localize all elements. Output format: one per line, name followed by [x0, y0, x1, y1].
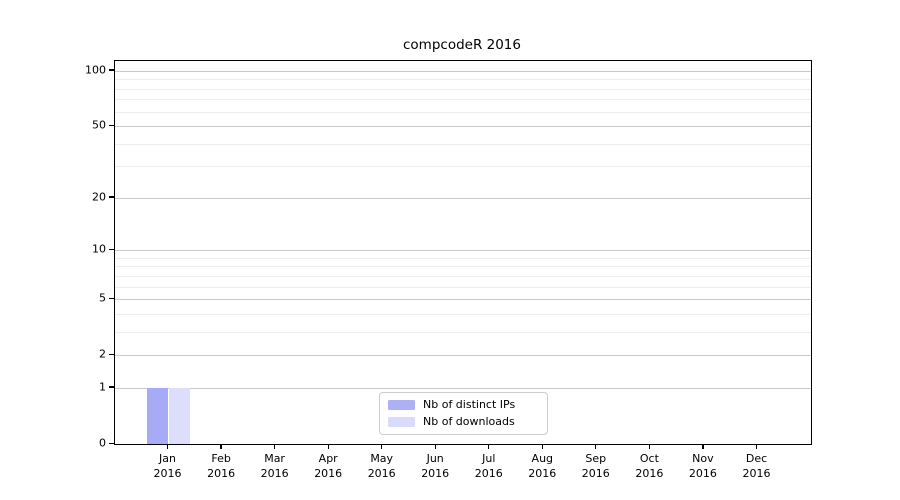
x-tick-label: Aug 2016 — [528, 452, 557, 480]
x-tick-label: Apr 2016 — [314, 452, 343, 480]
gridline-minor — [115, 257, 811, 259]
x-tick-label: Mar 2016 — [260, 452, 289, 480]
y-tick-label: 20 — [92, 190, 106, 204]
x-tick-label: Oct 2016 — [635, 452, 664, 480]
y-tick-mark — [109, 69, 114, 71]
y-tick-mark — [109, 248, 114, 250]
bar-layer — [115, 61, 811, 444]
y-tick-label: 10 — [92, 242, 106, 256]
bar-distinct-ips-jan — [147, 387, 169, 444]
gridline-minor — [115, 286, 811, 288]
x-tick-label: Jul 2016 — [474, 452, 503, 480]
x-tick-mark — [755, 444, 758, 449]
legend-label-downloads: Nb of downloads — [423, 415, 515, 428]
gridline-major — [115, 387, 811, 389]
legend-swatch-distinct-ips — [388, 399, 415, 410]
x-tick-mark — [702, 444, 704, 449]
x-tick-mark — [220, 444, 222, 449]
gridline-minor — [115, 111, 811, 113]
x-tick-mark — [595, 444, 597, 449]
y-tick-label: 0 — [99, 436, 106, 450]
legend: Nb of distinct IPs Nb of downloads — [379, 392, 548, 435]
y-tick-label: 2 — [99, 347, 106, 361]
gridline-minor — [115, 313, 811, 315]
chart-title: compcodeR 2016 — [403, 37, 521, 53]
gridline-major — [115, 197, 811, 199]
gridline-minor — [115, 275, 811, 277]
x-tick-label: Sep 2016 — [581, 452, 610, 480]
y-tick-label: 1 — [99, 380, 106, 394]
x-tick-mark — [381, 444, 383, 449]
y-tick-mark — [109, 442, 114, 444]
x-tick-mark — [327, 444, 329, 449]
plot-area: Nb of distinct IPs Nb of downloads — [114, 60, 812, 445]
x-tick-label: Feb 2016 — [207, 452, 236, 480]
x-tick-mark — [541, 444, 543, 449]
y-tick-mark — [109, 196, 114, 198]
x-tick-mark — [434, 444, 436, 449]
legend-item-distinct-ips: Nb of distinct IPs — [388, 398, 538, 411]
x-tick-mark — [274, 444, 276, 449]
gridline-minor — [115, 266, 811, 268]
gridline-major — [115, 355, 811, 357]
y-tick-label: 100 — [85, 63, 106, 77]
y-tick-label: 5 — [99, 291, 106, 305]
x-tick-label: Jan 2016 — [153, 452, 182, 480]
gridline-minor — [115, 88, 811, 90]
legend-item-downloads: Nb of downloads — [388, 415, 538, 428]
legend-label-distinct-ips: Nb of distinct IPs — [423, 398, 516, 411]
legend-swatch-downloads — [388, 416, 415, 427]
gridline-major — [115, 126, 811, 127]
x-tick-mark — [166, 444, 169, 449]
bar-downloads-jan — [168, 387, 190, 444]
x-tick-label: May 2016 — [367, 452, 396, 480]
y-tick-mark — [109, 353, 114, 355]
gridline-minor — [115, 79, 811, 81]
x-tick-mark — [648, 444, 650, 449]
y-tick-mark — [109, 124, 114, 126]
gridline-major — [115, 250, 811, 252]
grid-layer — [115, 61, 811, 444]
gridline-major — [115, 70, 811, 72]
x-tick-mark — [488, 444, 490, 449]
x-tick-label: Dec 2016 — [742, 452, 771, 480]
gridline-minor — [115, 166, 811, 168]
y-tick-mark — [109, 297, 114, 299]
y-tick-label: 50 — [92, 118, 106, 132]
gridline-minor — [115, 331, 811, 333]
x-tick-label: Jun 2016 — [421, 452, 450, 480]
y-tick-mark — [109, 386, 114, 388]
x-tick-label: Nov 2016 — [688, 452, 717, 480]
gridline-minor — [115, 143, 811, 145]
gridline-major — [115, 299, 811, 301]
gridline-minor — [115, 99, 811, 101]
